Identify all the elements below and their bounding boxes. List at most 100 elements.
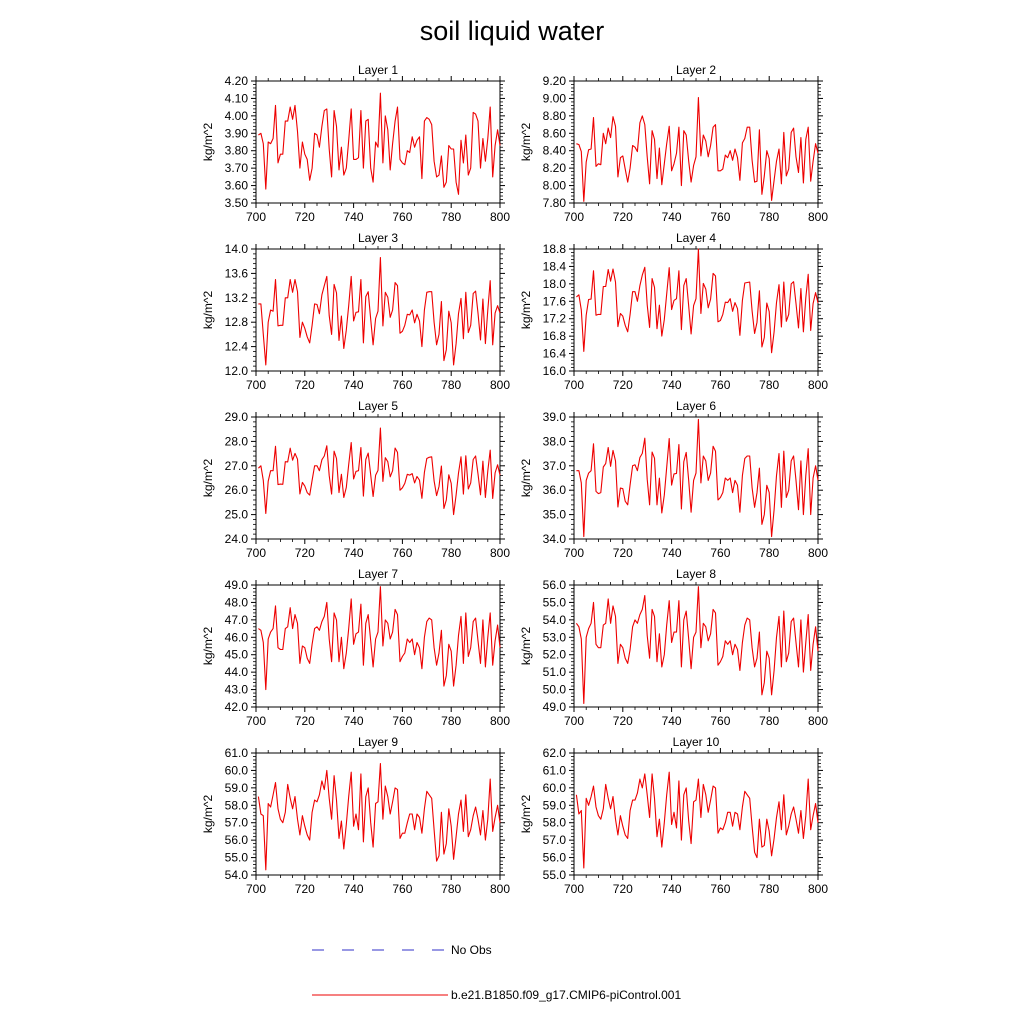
panel-10-xtick-label: 780: [759, 882, 779, 896]
panel-9-xtick-label: 800: [490, 882, 510, 896]
panel-9-xtick-label: 760: [392, 882, 412, 896]
panel-9-xtick-label: 740: [344, 882, 364, 896]
panel-3-series-line: [258, 256, 501, 366]
panel-6-xtick-label: 800: [808, 546, 828, 560]
panel-2-xtick-label: 740: [662, 210, 682, 224]
panel-4-ytick-label: 17.2: [543, 312, 567, 326]
panel-10-title: Layer 10: [673, 735, 720, 749]
panel-8-xtick-label: 760: [710, 714, 730, 728]
panel-1-ytick-label: 3.60: [225, 179, 249, 193]
panel-10: Layer 10 55.0 56.0 57.0 58.0 59.0 60.0 61.0 62.0…: [519, 735, 828, 896]
panel-2-ytick-label: 9.20: [543, 74, 567, 88]
panel-7-ylabel: kg/m^2: [201, 627, 215, 666]
panel-1-ytick-label: 4.20: [225, 74, 249, 88]
panel-9-ytick-label: 54.0: [225, 868, 249, 882]
panel-6-xtick-label: 740: [662, 546, 682, 560]
panel-4-ytick-label: 18.0: [543, 277, 567, 291]
panel-7-ytick-label: 48.0: [225, 595, 249, 609]
panel-3-xtick-label: 740: [344, 378, 364, 392]
panel-3-xtick-label: 780: [441, 378, 461, 392]
panel-8-xtick-label: 780: [759, 714, 779, 728]
panel-6-title: Layer 6: [676, 399, 716, 413]
legend-label-model: b.e21.B1850.f09_g17.CMIP6-piControl.001: [451, 988, 681, 1002]
panel-3-xtick-label: 800: [490, 378, 510, 392]
panel-6-xtick-label: 780: [759, 546, 779, 560]
panel-5-ytick-label: 24.0: [225, 532, 249, 546]
panel-4-series-line: [576, 248, 819, 354]
panel-1-ytick-label: 4.00: [225, 109, 249, 123]
panel-8-ylabel: kg/m^2: [519, 627, 533, 666]
panel-5-ytick-label: 28.0: [225, 434, 249, 448]
panel-1-ytick-label: 3.80: [225, 144, 249, 158]
panel-8-ytick-label: 55.0: [543, 595, 567, 609]
panel-4: Layer 4 16.0 16.4 16.8 17.2 17.6 18.0 18.4 18.8 7…: [519, 231, 828, 392]
legend-item-no-obs: No Obs: [312, 943, 492, 957]
panel-1-xtick-label: 720: [295, 210, 315, 224]
panel-8: Layer 8 49.0 50.0 51.0 52.0 53.0 54.0 55.0 56.0 7…: [519, 567, 828, 728]
legend-item-model: b.e21.B1850.f09_g17.CMIP6-piControl.001: [312, 988, 681, 1002]
panel-1-xtick-label: 800: [490, 210, 510, 224]
panel-1-xtick-label: 700: [246, 210, 266, 224]
panel-6-ytick-label: 35.0: [543, 508, 567, 522]
panel-8-ytick-label: 51.0: [543, 665, 567, 679]
panel-8-ytick-label: 49.0: [543, 700, 567, 714]
panel-7-xtick-label: 780: [441, 714, 461, 728]
panel-1-ytick-label: 3.90: [225, 126, 249, 140]
panel-3-xtick-label: 760: [392, 378, 412, 392]
panel-6-xtick-label: 760: [710, 546, 730, 560]
panel-9-ytick-label: 56.0: [225, 833, 249, 847]
panel-10-ytick-label: 57.0: [543, 833, 567, 847]
panel-7-xtick-label: 700: [246, 714, 266, 728]
panel-8-ytick-label: 53.0: [543, 630, 567, 644]
panel-7-title: Layer 7: [358, 567, 398, 581]
panel-6-ytick-label: 37.0: [543, 459, 567, 473]
panel-6-xtick-label: 700: [564, 546, 584, 560]
panel-2-ytick-label: 8.60: [543, 126, 567, 140]
panel-7-xtick-label: 800: [490, 714, 510, 728]
panel-8-xtick-label: 800: [808, 714, 828, 728]
panel-4-frame: [573, 248, 819, 372]
panel-8-ytick-label: 52.0: [543, 648, 567, 662]
panel-1: Layer 1 3.50 3.60 3.70 3.80 3.90 4.00 4.10 4.20 7…: [201, 63, 510, 224]
panel-9-ytick-label: 58.0: [225, 798, 249, 812]
panel-6-ytick-label: 34.0: [543, 532, 567, 546]
panel-4-ytick-label: 18.8: [543, 242, 567, 256]
panel-4-ytick-label: 16.0: [543, 364, 567, 378]
panel-10-xtick-label: 720: [613, 882, 633, 896]
panel-10-xtick-label: 700: [564, 882, 584, 896]
panel-4-xtick-label: 760: [710, 378, 730, 392]
panel-5-ylabel: kg/m^2: [201, 459, 215, 498]
panel-6-ytick-label: 39.0: [543, 410, 567, 424]
figure-title: soil liquid water: [420, 16, 605, 46]
panel-9-ylabel: kg/m^2: [201, 795, 215, 834]
panel-3-ytick-label: 12.4: [225, 340, 249, 354]
panel-2-ytick-label: 8.00: [543, 179, 567, 193]
panel-3-ytick-label: 12.8: [225, 315, 249, 329]
panel-5-ytick-label: 29.0: [225, 410, 249, 424]
panel-2: Layer 2 7.80 8.00 8.20 8.40 8.60 8.80 9.00 9.20 7…: [519, 63, 828, 224]
panel-5-frame: [255, 416, 501, 540]
panel-4-ytick-label: 18.4: [543, 259, 567, 273]
panel-4-ytick-label: 17.6: [543, 294, 567, 308]
panel-7-ytick-label: 46.0: [225, 630, 249, 644]
panel-4-xtick-label: 780: [759, 378, 779, 392]
panel-2-xtick-label: 700: [564, 210, 584, 224]
panel-9: Layer 9 54.0 55.0 56.0 57.0 58.0 59.0 60.0 61.0 7…: [201, 735, 510, 896]
panel-8-xtick-label: 700: [564, 714, 584, 728]
panel-9-ytick-label: 59.0: [225, 781, 249, 795]
panel-2-xtick-label: 800: [808, 210, 828, 224]
panel-7-xtick-label: 760: [392, 714, 412, 728]
panel-7-ytick-label: 45.0: [225, 648, 249, 662]
panel-10-ytick-label: 59.0: [543, 798, 567, 812]
panel-5-series-line: [258, 427, 501, 516]
panel-6-ytick-label: 38.0: [543, 434, 567, 448]
panel-8-series-line: [575, 586, 819, 705]
panel-9-xtick-label: 700: [246, 882, 266, 896]
panel-5-xtick-label: 740: [344, 546, 364, 560]
panel-2-ytick-label: 8.80: [543, 109, 567, 123]
panel-7-ytick-label: 49.0: [225, 578, 249, 592]
panel-4-xtick-label: 740: [662, 378, 682, 392]
panel-1-ylabel: kg/m^2: [201, 123, 215, 162]
panels: Layer 1 3.50 3.60 3.70 3.80 3.90 4.00 4.10 4.20 7…: [201, 63, 828, 896]
panel-9-ytick-label: 55.0: [225, 851, 249, 865]
